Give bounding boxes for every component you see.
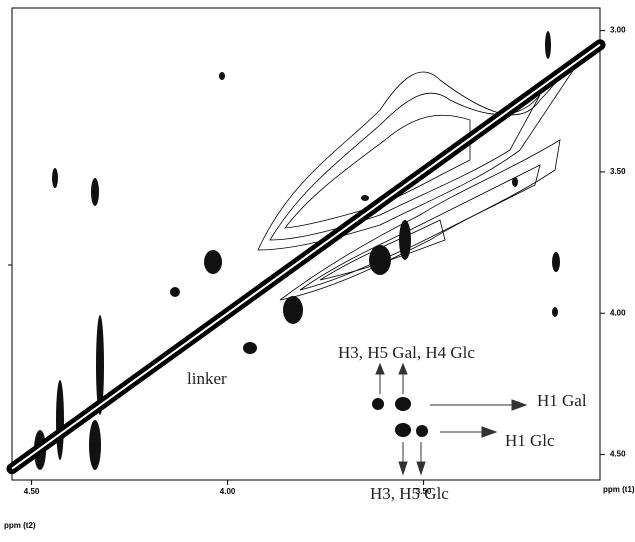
y-tick-label: 4.50	[610, 450, 626, 459]
annotation: H3, H5 Gal, H4 Glc	[338, 343, 475, 362]
y-tick-label: 3.50	[610, 167, 626, 176]
x-tick-label: 4.50	[24, 487, 40, 496]
arrows	[376, 364, 526, 474]
y-axis-label: ppm (t1)	[603, 485, 635, 494]
annotation: linker	[187, 369, 227, 388]
annotation: H1 Glc	[505, 431, 555, 450]
spectrum: H3, H5 Gal, H4 Glc linker H1 Gal H1 Glc …	[0, 0, 635, 542]
y-tick-label: 3.00	[610, 26, 626, 35]
annotation: H1 Gal	[537, 391, 587, 410]
x-axis-label: ppm (t2)	[4, 521, 36, 530]
cross-peaks	[34, 31, 560, 470]
x-tick-label: 3.50	[416, 487, 432, 496]
x-tick-label: 4.00	[220, 487, 236, 496]
y-tick-label: 4.00	[610, 308, 626, 317]
annotation: H3, H5 Glc	[370, 484, 449, 503]
